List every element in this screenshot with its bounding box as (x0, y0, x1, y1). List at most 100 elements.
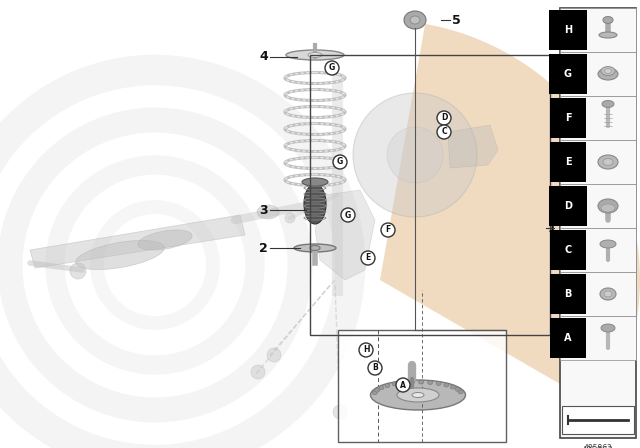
Ellipse shape (385, 383, 390, 388)
Ellipse shape (436, 382, 441, 386)
Ellipse shape (308, 52, 322, 57)
Circle shape (251, 365, 265, 379)
Ellipse shape (401, 381, 406, 385)
Ellipse shape (419, 380, 424, 384)
Ellipse shape (599, 32, 617, 38)
Ellipse shape (404, 11, 426, 29)
Circle shape (368, 361, 382, 375)
Ellipse shape (603, 159, 613, 165)
Text: A: A (400, 380, 406, 389)
Polygon shape (448, 125, 498, 168)
Text: 1: 1 (548, 221, 557, 234)
Ellipse shape (397, 388, 439, 402)
Circle shape (333, 155, 347, 169)
Text: 2: 2 (259, 241, 268, 254)
Ellipse shape (392, 382, 397, 386)
Text: B: B (564, 289, 572, 299)
Text: D: D (564, 201, 572, 211)
Ellipse shape (601, 324, 615, 332)
Text: C: C (441, 128, 447, 137)
Ellipse shape (302, 178, 328, 186)
Ellipse shape (600, 240, 616, 248)
Circle shape (437, 111, 451, 125)
Ellipse shape (600, 288, 616, 300)
Ellipse shape (605, 69, 611, 73)
Ellipse shape (372, 391, 377, 395)
Text: 485862: 485862 (584, 444, 612, 448)
Ellipse shape (294, 244, 336, 252)
Ellipse shape (304, 184, 326, 224)
Text: F: F (564, 113, 572, 123)
Text: C: C (564, 245, 572, 255)
Bar (560, 316, 636, 360)
Polygon shape (315, 190, 375, 280)
Ellipse shape (444, 383, 449, 387)
Ellipse shape (604, 291, 612, 297)
Bar (560, 140, 636, 184)
Ellipse shape (598, 68, 618, 80)
Circle shape (333, 405, 347, 419)
Text: 5: 5 (452, 13, 461, 26)
Ellipse shape (379, 386, 384, 390)
Ellipse shape (410, 380, 414, 384)
Text: D: D (441, 113, 447, 122)
Text: G: G (329, 64, 335, 73)
Polygon shape (30, 215, 245, 268)
Text: G: G (337, 158, 343, 167)
Ellipse shape (450, 385, 455, 389)
Ellipse shape (374, 388, 380, 392)
Text: G: G (345, 211, 351, 220)
Bar (560, 184, 636, 228)
Ellipse shape (310, 246, 320, 250)
Ellipse shape (602, 100, 614, 108)
Text: H: H (564, 25, 572, 35)
Ellipse shape (412, 392, 424, 397)
Bar (560, 96, 636, 140)
Ellipse shape (458, 390, 463, 394)
Ellipse shape (76, 241, 164, 270)
Bar (560, 8, 636, 52)
Bar (560, 272, 636, 316)
Ellipse shape (371, 380, 465, 410)
Wedge shape (380, 280, 640, 410)
Ellipse shape (603, 17, 613, 23)
Text: B: B (372, 363, 378, 372)
Text: E: E (365, 254, 371, 263)
Bar (338, 330, 506, 442)
Circle shape (381, 223, 395, 237)
Text: A: A (564, 333, 572, 343)
Circle shape (359, 343, 373, 357)
Text: 485862: 485862 (582, 446, 614, 448)
Ellipse shape (286, 50, 344, 60)
Bar (560, 52, 636, 96)
Ellipse shape (601, 204, 615, 212)
Bar (562, 406, 634, 434)
Ellipse shape (138, 230, 192, 250)
Ellipse shape (455, 388, 460, 391)
Circle shape (396, 378, 410, 392)
Bar (560, 228, 636, 272)
Text: H: H (363, 345, 369, 354)
Text: G: G (564, 69, 572, 79)
Circle shape (70, 263, 86, 279)
Circle shape (353, 93, 477, 217)
Bar (310, 55, 550, 335)
Ellipse shape (257, 205, 279, 219)
Circle shape (285, 213, 295, 223)
Text: E: E (564, 157, 572, 167)
Wedge shape (380, 24, 640, 280)
Ellipse shape (598, 199, 618, 213)
Ellipse shape (410, 16, 420, 24)
Circle shape (387, 127, 443, 183)
Circle shape (325, 61, 339, 75)
Text: F: F (385, 225, 390, 234)
Bar (560, 8, 636, 438)
Circle shape (267, 348, 281, 362)
Ellipse shape (598, 155, 618, 169)
Circle shape (361, 251, 375, 265)
Circle shape (437, 125, 451, 139)
Ellipse shape (601, 66, 615, 76)
Ellipse shape (428, 380, 433, 384)
Text: 3: 3 (259, 203, 268, 216)
Text: 4: 4 (259, 51, 268, 64)
